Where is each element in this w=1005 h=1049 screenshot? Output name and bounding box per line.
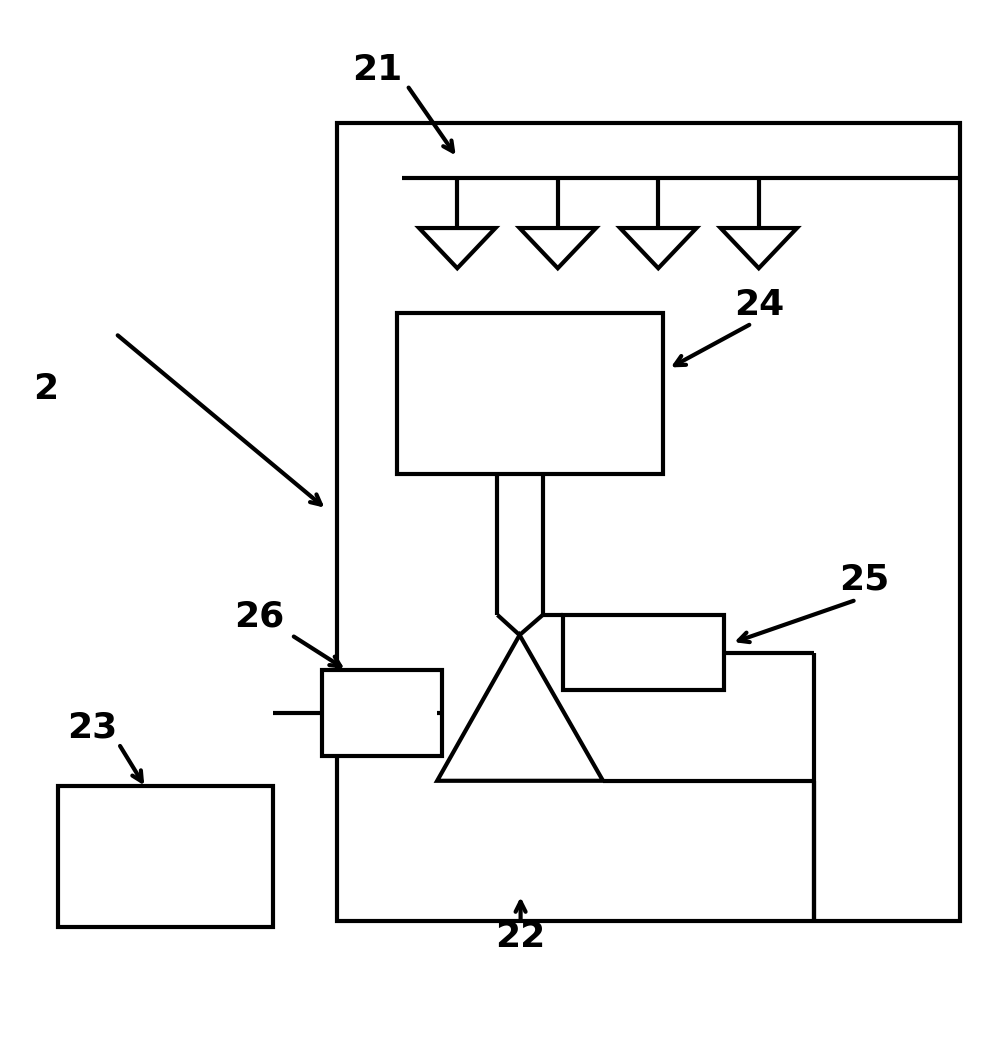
- Text: 25: 25: [839, 562, 889, 597]
- Bar: [563, 615, 724, 690]
- Polygon shape: [721, 228, 797, 269]
- Polygon shape: [620, 228, 696, 269]
- Text: 2: 2: [32, 371, 57, 406]
- Polygon shape: [520, 228, 596, 269]
- Bar: [397, 314, 663, 474]
- Text: 22: 22: [495, 920, 546, 954]
- Text: 26: 26: [234, 600, 284, 634]
- Bar: [58, 786, 273, 926]
- Text: 21: 21: [352, 53, 402, 87]
- Text: 23: 23: [67, 710, 118, 745]
- Polygon shape: [437, 635, 603, 780]
- Bar: [337, 123, 960, 921]
- Polygon shape: [419, 228, 495, 269]
- Text: 24: 24: [734, 288, 784, 322]
- Bar: [322, 670, 442, 755]
